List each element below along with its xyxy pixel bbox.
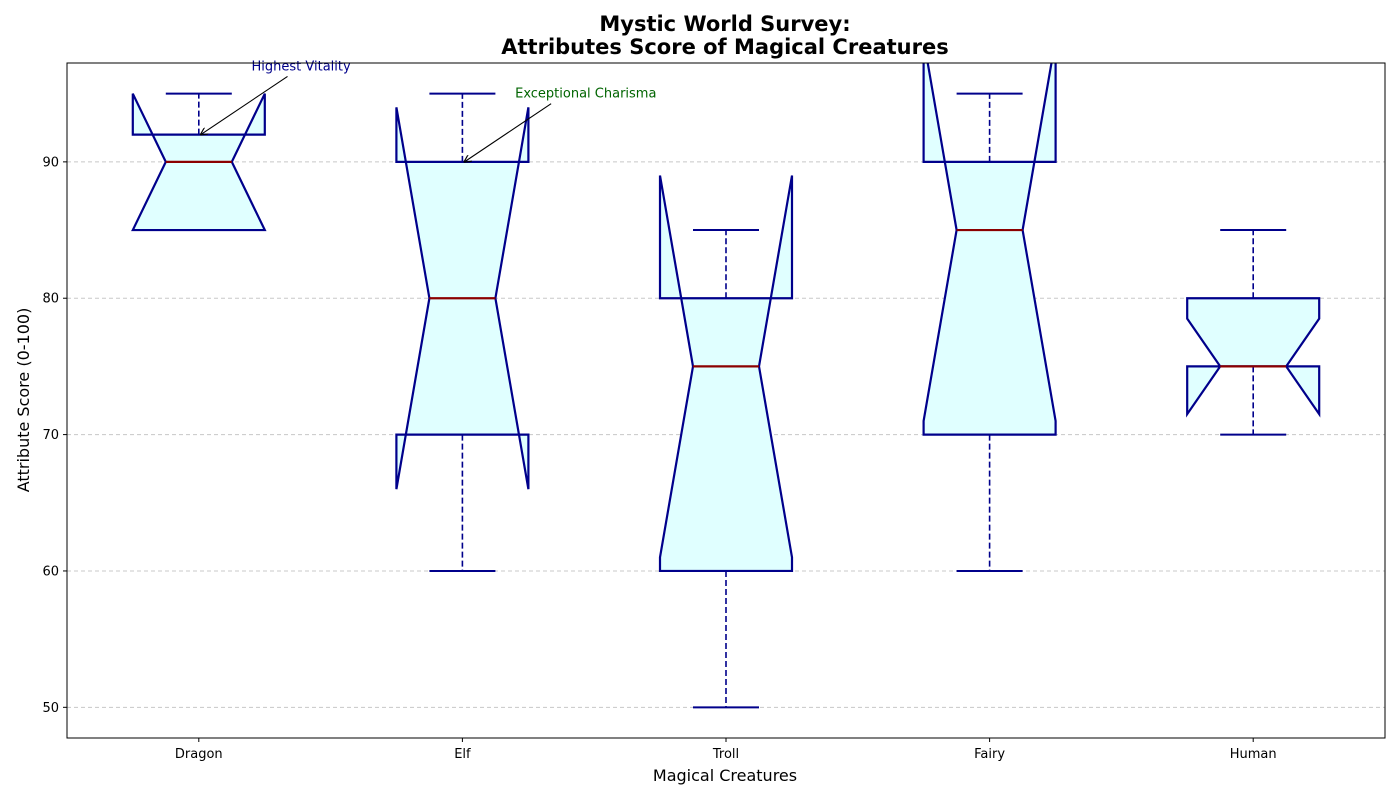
box-elf [395,92,530,572]
y-tick-label-60: 60 [42,564,59,579]
annotation-text: Exceptional Charisma [515,87,656,102]
y-tick-label-80: 80 [42,292,59,307]
annotation-arrow [201,75,288,134]
x-tick-label-elf: Elf [454,747,471,762]
y-tick-label-90: 90 [42,155,59,170]
x-tick-label-human: Human [1230,747,1277,762]
y-tick-label-50: 50 [42,701,59,716]
box-body [1186,297,1321,418]
box-dragon [131,92,267,232]
x-axis-label: Magical Creatures [653,766,797,785]
y-axis-label: Attribute Score (0-100) [14,308,33,493]
axes: 50 60 70 80 90 Dragon Elf Troll Fairy Human [42,62,1386,762]
chart-title-line1: Mystic World Survey: [599,12,850,36]
x-tick-label-fairy: Fairy [974,747,1005,762]
box-body [922,63,1057,436]
x-tick-label-troll: Troll [712,747,739,762]
box-human [1186,229,1321,436]
box-body [658,175,794,573]
y-tick-label-70: 70 [42,428,59,443]
box-troll [658,175,794,709]
box-series [131,63,1321,709]
x-tick-label-dragon: Dragon [175,747,223,762]
box-fairy [922,63,1057,572]
annotation-text: Highest Vitality [252,59,351,74]
chart-title-line2: Attributes Score of Magical Creatures [501,35,948,59]
annotation-1: Exceptional Charisma [464,87,656,162]
annotation-arrow [464,103,552,162]
